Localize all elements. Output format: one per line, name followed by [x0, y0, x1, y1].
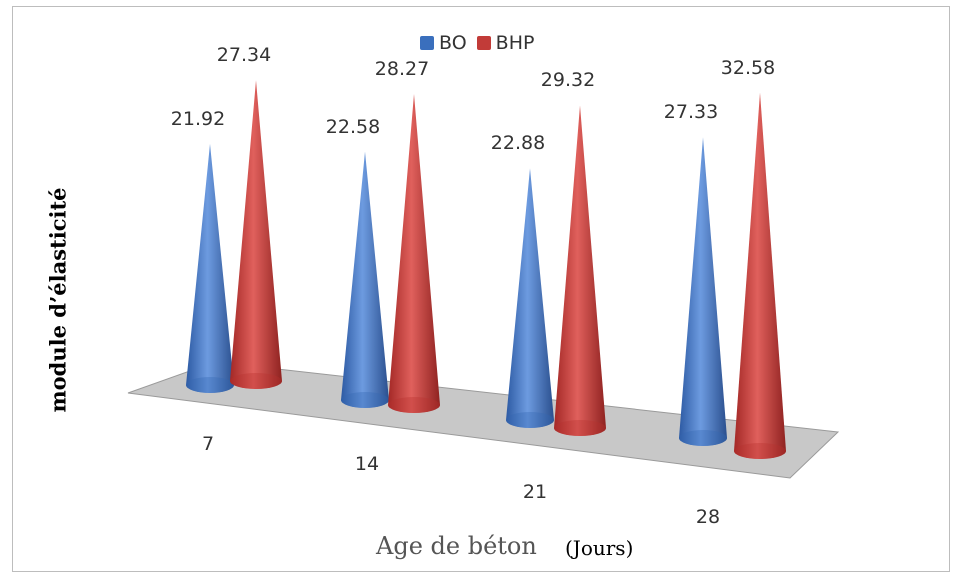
legend: BO BHP [420, 32, 534, 54]
data-label-bo-28: 27.33 [663, 101, 719, 124]
cone-bo-14-base [341, 392, 389, 408]
legend-label-bhp: BHP [495, 32, 535, 54]
data-label-bo-7: 21.92 [170, 107, 226, 130]
legend-item-bo: BO [420, 32, 467, 54]
legend-swatch-bo [420, 36, 434, 50]
x-tick-label-21: 21 [522, 481, 548, 503]
cone-bhp-28 [734, 92, 786, 460]
legend-item-bhp: BHP [476, 32, 535, 54]
cone-bhp-14 [388, 94, 440, 413]
y-axis-label: module d’élasticité [45, 187, 71, 413]
cone-bhp-14-base [388, 397, 440, 413]
x-axis-label: Age de béton [376, 532, 537, 560]
data-label-bhp-28: 32.58 [720, 56, 776, 79]
cone-bo-28-base [679, 430, 727, 446]
data-label-bo-14: 22.58 [325, 115, 381, 138]
cone-bhp-7-base [230, 373, 282, 389]
cone-bo-28 [679, 137, 727, 446]
x-tick-label-14: 14 [354, 453, 380, 475]
data-label-bhp-21: 29.32 [540, 69, 596, 92]
cone-bhp-7 [230, 80, 282, 389]
legend-label-bo: BO [439, 32, 467, 54]
chart-floor [127, 361, 840, 479]
cone-bhp-28-base [734, 443, 786, 459]
cone-bo-14 [341, 151, 389, 408]
x-tick-label-28: 28 [695, 506, 721, 528]
x-axis-unit: (Jours) [565, 536, 634, 560]
cone-bo-21-base [506, 412, 554, 428]
data-label-bo-21: 22.88 [490, 132, 546, 155]
cone-bo-7-base [186, 377, 234, 393]
data-label-bhp-14: 28.27 [374, 58, 430, 81]
cone-bhp-21 [554, 105, 606, 436]
cone-bhp-21-base [554, 420, 606, 436]
x-tick-label-7: 7 [201, 433, 215, 455]
chart-frame [12, 6, 950, 572]
legend-swatch-bhp [476, 36, 491, 50]
cone-bo-21 [506, 168, 554, 428]
cone-bo-7 [186, 143, 234, 393]
data-label-bhp-7: 27.34 [216, 44, 272, 67]
